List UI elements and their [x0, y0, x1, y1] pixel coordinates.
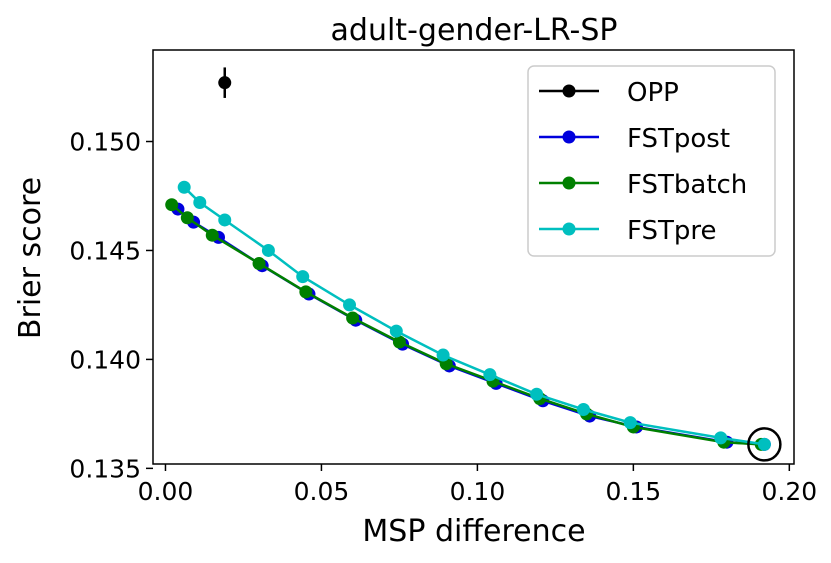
chart-title: adult-gender-LR-SP [331, 13, 618, 48]
data-point [296, 270, 310, 284]
data-point [346, 311, 360, 325]
y-tick-label: 0.145 [69, 236, 141, 265]
legend-item-fstbatch: FSTbatch [539, 170, 747, 200]
data-point [436, 348, 450, 362]
y-axis-label: Brier score [13, 177, 48, 339]
data-point [483, 368, 497, 382]
plot-frame [152, 49, 795, 465]
legend-marker [562, 176, 576, 190]
x-tick-label: 0.00 [138, 477, 194, 506]
series-opp [218, 67, 232, 98]
data-point [165, 198, 179, 212]
plot-area: 0.00 0.05 0.10 0.15 0.20 0.135 0.140 0.145 0.15… [69, 49, 817, 506]
highlight-circle [747, 427, 782, 462]
legend-label: FSTpost [627, 124, 730, 154]
legend-item-opp: OPP [539, 78, 679, 108]
data-point [177, 180, 191, 194]
data-point [623, 416, 637, 430]
data-point [261, 243, 275, 257]
y-tick-label: 0.140 [69, 345, 141, 374]
legend-marker [562, 222, 576, 236]
legend: OPP FSTpost FSTbatch FSTpre [527, 65, 776, 257]
data-point [389, 324, 403, 338]
data-point [392, 335, 406, 349]
data-point [714, 431, 728, 445]
y-tick-label: 0.150 [69, 128, 141, 157]
x-axis-label: MSP difference [362, 514, 585, 549]
data-point [343, 298, 357, 312]
data-point [576, 403, 590, 417]
data-point [205, 228, 219, 242]
x-axis-ticks: 0.00 0.05 0.10 0.15 0.20 [138, 464, 817, 506]
data-point [218, 213, 232, 227]
legend-item-fstpost: FSTpost [539, 124, 730, 154]
legend-label: FSTbatch [627, 170, 747, 200]
legend-item-fstpre: FSTpre [539, 216, 717, 246]
data-point [180, 211, 194, 225]
legend-marker [562, 84, 576, 98]
annotation-layer [747, 427, 782, 462]
legend-box [527, 65, 776, 257]
x-tick-label: 0.20 [761, 477, 817, 506]
data-point [193, 196, 207, 210]
data-point [252, 257, 266, 271]
legend-label: OPP [627, 78, 679, 108]
x-tick-label: 0.15 [606, 477, 662, 506]
x-tick-label: 0.10 [450, 477, 506, 506]
data-point [218, 76, 232, 90]
y-tick-label: 0.135 [69, 454, 141, 483]
x-tick-label: 0.05 [294, 477, 350, 506]
data-point [757, 437, 771, 451]
data-point [530, 387, 544, 401]
series-line-fstpre [183, 186, 765, 446]
data-point [299, 285, 313, 299]
legend-marker [562, 130, 576, 144]
series-fstpre [177, 180, 771, 451]
y-axis-ticks: 0.135 0.140 0.145 0.150 [69, 128, 153, 483]
legend-label: FSTpre [627, 216, 717, 246]
series-layer [165, 67, 771, 451]
